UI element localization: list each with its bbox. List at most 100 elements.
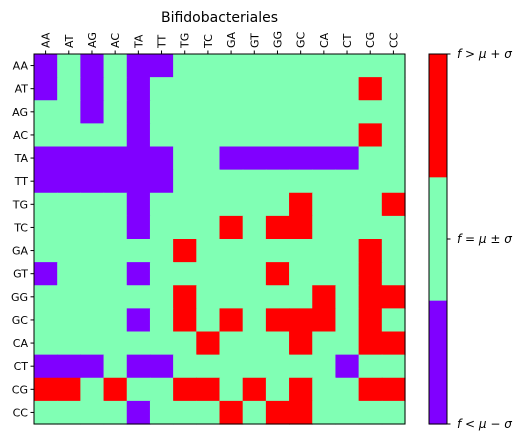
heatmap-cell bbox=[312, 308, 337, 333]
heatmap-cell bbox=[196, 400, 221, 425]
heatmap-cell bbox=[335, 215, 360, 240]
heatmap-cell bbox=[126, 192, 151, 217]
heatmap-cell bbox=[265, 331, 290, 356]
heatmap-cell bbox=[57, 192, 81, 217]
heatmap-cell bbox=[381, 100, 406, 124]
heatmap-cell bbox=[312, 239, 337, 263]
y-tick-label: AC bbox=[13, 129, 28, 142]
heatmap-cell bbox=[265, 192, 290, 217]
heatmap-cell bbox=[219, 54, 244, 78]
heatmap-cell bbox=[196, 354, 221, 379]
heatmap-cell bbox=[265, 100, 290, 124]
heatmap-cell bbox=[34, 377, 58, 402]
heatmap-cell bbox=[335, 354, 360, 379]
colorbar-tick-label: f = μ ± σ bbox=[457, 232, 512, 246]
heatmap-cell bbox=[34, 400, 58, 425]
heatmap-cell bbox=[57, 285, 81, 309]
heatmap-cells bbox=[34, 54, 406, 425]
heatmap-cell bbox=[103, 77, 128, 101]
heatmap-cell bbox=[126, 331, 151, 356]
heatmap-cell bbox=[381, 54, 406, 78]
heatmap-cell bbox=[57, 400, 81, 425]
y-tick-label: GC bbox=[12, 314, 29, 327]
heatmap-cell bbox=[242, 239, 267, 263]
heatmap-cell bbox=[265, 239, 290, 263]
heatmap-cell bbox=[219, 377, 244, 402]
heatmap-cell bbox=[149, 239, 174, 263]
x-tick-label: CG bbox=[364, 32, 377, 48]
heatmap-cell bbox=[265, 400, 290, 425]
heatmap-cell bbox=[103, 308, 128, 333]
colorbar-segment-low bbox=[429, 300, 447, 425]
heatmap-cell bbox=[126, 215, 151, 240]
y-tick-label: TG bbox=[12, 198, 28, 211]
heatmap-cell bbox=[289, 192, 313, 217]
heatmap-cell bbox=[173, 377, 197, 402]
heatmap-cell bbox=[80, 215, 105, 240]
heatmap-cell bbox=[335, 377, 360, 402]
heatmap-cell bbox=[358, 123, 383, 148]
x-tick-label: TC bbox=[202, 34, 215, 49]
heatmap-cell bbox=[173, 169, 197, 194]
chart-title: Bifidobacteriales bbox=[161, 10, 278, 26]
heatmap-cell bbox=[173, 285, 197, 309]
heatmap-cell bbox=[126, 77, 151, 101]
heatmap-cell bbox=[335, 146, 360, 171]
heatmap-cell bbox=[80, 123, 105, 148]
heatmap-cell bbox=[289, 308, 313, 333]
heatmap-cell bbox=[126, 285, 151, 309]
heatmap-cell bbox=[312, 100, 337, 124]
heatmap-cell bbox=[196, 215, 221, 240]
heatmap-cell bbox=[57, 54, 81, 78]
heatmap-cell bbox=[289, 123, 313, 148]
heatmap-cell bbox=[34, 192, 58, 217]
heatmap-cell bbox=[173, 123, 197, 148]
heatmap-cell bbox=[34, 54, 58, 78]
heatmap-cell bbox=[265, 285, 290, 309]
heatmap-cell bbox=[265, 54, 290, 78]
heatmap-cell bbox=[289, 239, 313, 263]
heatmap-cell bbox=[57, 308, 81, 333]
heatmap-cell bbox=[289, 169, 313, 194]
heatmap-cell bbox=[358, 400, 383, 425]
heatmap-cell bbox=[312, 146, 337, 171]
x-tick-label: AT bbox=[63, 34, 76, 48]
heatmap-cell bbox=[358, 215, 383, 240]
y-tick-label: CC bbox=[13, 406, 29, 419]
heatmap-cell bbox=[126, 377, 151, 402]
heatmap-cell bbox=[381, 192, 406, 217]
heatmap-cell bbox=[335, 169, 360, 194]
heatmap-cell bbox=[126, 262, 151, 286]
heatmap-cell bbox=[149, 331, 174, 356]
y-tick-label: AT bbox=[15, 83, 29, 96]
x-tick-label: AC bbox=[109, 33, 122, 48]
y-tick-label: CG bbox=[12, 383, 28, 396]
heatmap-cell bbox=[335, 123, 360, 148]
x-tick-label: CC bbox=[387, 32, 400, 48]
heatmap-cell bbox=[126, 308, 151, 333]
heatmap-cell bbox=[149, 146, 174, 171]
y-tick-label: AA bbox=[13, 60, 29, 73]
heatmap-cell bbox=[265, 169, 290, 194]
heatmap-cell bbox=[312, 331, 337, 356]
heatmap-cell bbox=[289, 331, 313, 356]
heatmap-cell bbox=[219, 215, 244, 240]
heatmap-cell bbox=[381, 331, 406, 356]
heatmap-cell bbox=[289, 146, 313, 171]
x-tick-label: TT bbox=[156, 34, 169, 49]
heatmap-cell bbox=[196, 54, 221, 78]
heatmap-cell bbox=[219, 262, 244, 286]
heatmap-cell bbox=[173, 331, 197, 356]
heatmap-cell bbox=[358, 169, 383, 194]
y-tick-label: GA bbox=[12, 245, 29, 258]
heatmap-cell bbox=[103, 215, 128, 240]
heatmap-cell bbox=[242, 400, 267, 425]
heatmap-cell bbox=[57, 215, 81, 240]
heatmap-cell bbox=[219, 239, 244, 263]
y-tick-label: TC bbox=[13, 221, 28, 234]
heatmap-cell bbox=[103, 146, 128, 171]
colorbar-tick-labels: f > μ + σ f = μ ± σ f < μ − σ bbox=[447, 47, 512, 431]
heatmap-cell bbox=[381, 169, 406, 194]
heatmap-cell bbox=[80, 100, 105, 124]
heatmap-cell bbox=[289, 262, 313, 286]
